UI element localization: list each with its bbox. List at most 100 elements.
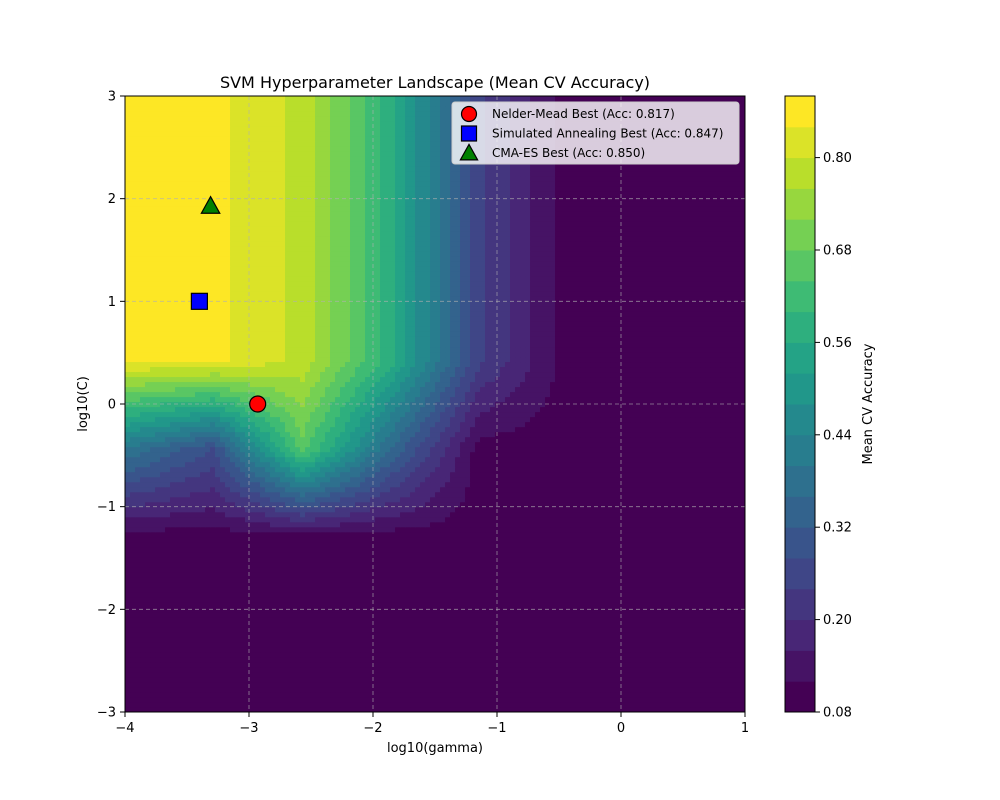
contour-cell bbox=[735, 681, 741, 688]
contour-cell bbox=[580, 591, 586, 598]
contour-cell bbox=[610, 601, 616, 608]
contour-cell bbox=[245, 701, 251, 708]
contour-cell bbox=[540, 651, 546, 658]
contour-cell bbox=[230, 651, 236, 658]
contour-cell bbox=[315, 611, 321, 618]
contour-cell bbox=[610, 511, 616, 518]
contour-cell bbox=[140, 536, 146, 543]
contour-cell bbox=[525, 651, 531, 658]
contour-cell bbox=[740, 616, 745, 623]
contour-cell bbox=[510, 541, 516, 548]
contour-cell bbox=[180, 601, 186, 608]
contour-cell bbox=[165, 646, 171, 653]
contour-cell bbox=[415, 571, 421, 578]
contour-cell bbox=[615, 641, 621, 648]
contour-cell bbox=[180, 566, 186, 573]
contour-cell bbox=[240, 551, 246, 558]
contour-cell bbox=[210, 526, 216, 533]
contour-cell bbox=[650, 656, 656, 663]
contour-cell bbox=[640, 521, 646, 528]
contour-cell bbox=[675, 606, 681, 613]
contour-cell bbox=[460, 571, 466, 578]
contour-cell bbox=[420, 511, 426, 518]
contour-cell bbox=[170, 521, 176, 528]
contour-cell bbox=[510, 701, 516, 708]
contour-cell bbox=[605, 651, 611, 658]
contour-cell bbox=[160, 571, 166, 578]
contour-cell bbox=[170, 671, 176, 678]
contour-cell bbox=[485, 606, 491, 613]
contour-cell bbox=[415, 636, 421, 643]
contour-cell bbox=[720, 686, 726, 693]
contour-cell bbox=[245, 671, 251, 678]
contour-cell bbox=[695, 566, 701, 573]
contour-cell bbox=[165, 551, 171, 558]
contour-cell bbox=[615, 621, 621, 628]
contour-cell bbox=[700, 616, 706, 623]
contour-cell bbox=[695, 641, 701, 648]
contour-cell bbox=[655, 636, 661, 643]
contour-cell bbox=[540, 661, 546, 668]
contour-cell bbox=[545, 686, 551, 693]
contour-cell bbox=[200, 666, 206, 673]
contour-cell bbox=[455, 556, 461, 563]
contour-cell bbox=[655, 666, 661, 673]
contour-cell bbox=[235, 611, 241, 618]
contour-cell bbox=[420, 526, 426, 533]
contour-cell bbox=[565, 656, 571, 663]
contour-cell bbox=[420, 561, 426, 568]
contour-cell bbox=[710, 671, 716, 678]
contour-cell bbox=[455, 551, 461, 558]
contour-cell bbox=[400, 651, 406, 658]
contour-cell bbox=[255, 666, 261, 673]
contour-cell bbox=[480, 676, 486, 683]
contour-cell bbox=[470, 541, 476, 548]
contour-cell bbox=[595, 586, 601, 593]
contour-cell bbox=[270, 656, 276, 663]
contour-cell bbox=[540, 516, 546, 523]
contour-cell bbox=[505, 591, 511, 598]
contour-cell bbox=[230, 516, 236, 523]
contour-cell bbox=[305, 626, 311, 633]
contour-cell bbox=[695, 666, 701, 673]
contour-cell bbox=[515, 701, 521, 708]
contour-cell bbox=[435, 586, 441, 593]
contour-cell bbox=[680, 541, 686, 548]
contour-cell bbox=[150, 686, 156, 693]
contour-cell bbox=[450, 681, 456, 688]
contour-cell bbox=[490, 556, 496, 563]
contour-cell bbox=[630, 681, 636, 688]
contour-cell bbox=[240, 531, 246, 538]
contour-cell bbox=[395, 536, 401, 543]
contour-cell bbox=[590, 626, 596, 633]
contour-cell bbox=[245, 531, 251, 538]
contour-cell bbox=[165, 681, 171, 688]
contour-cell bbox=[300, 581, 306, 588]
contour-cell bbox=[540, 511, 546, 518]
contour-cell bbox=[380, 556, 386, 563]
contour-cell bbox=[525, 636, 531, 643]
contour-cell bbox=[355, 531, 361, 538]
contour-cell bbox=[380, 626, 386, 633]
contour-cell bbox=[330, 581, 336, 588]
contour-cell bbox=[150, 551, 156, 558]
contour-cell bbox=[590, 556, 596, 563]
contour-cell bbox=[560, 596, 566, 603]
contour-cell bbox=[390, 611, 396, 618]
contour-cell bbox=[305, 566, 311, 573]
contour-cell bbox=[705, 666, 711, 673]
contour-cell bbox=[245, 536, 251, 543]
contour-cell bbox=[400, 701, 406, 708]
contour-cell bbox=[295, 546, 301, 553]
contour-cell bbox=[185, 671, 191, 678]
contour-cell bbox=[240, 686, 246, 693]
contour-cell bbox=[705, 626, 711, 633]
contour-cell bbox=[140, 646, 146, 653]
contour-cell bbox=[655, 591, 661, 598]
contour-cell bbox=[450, 611, 456, 618]
contour-cell bbox=[700, 526, 706, 533]
contour-cell bbox=[740, 676, 745, 683]
contour-cell bbox=[510, 551, 516, 558]
contour-cell bbox=[285, 651, 291, 658]
contour-cell bbox=[220, 541, 226, 548]
